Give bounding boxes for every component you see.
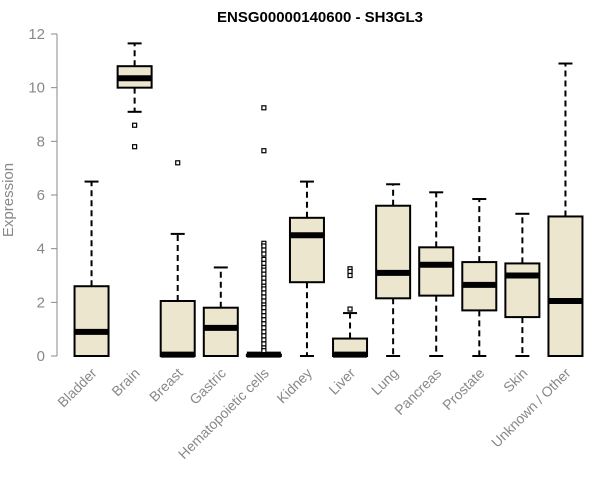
outlier-point <box>261 333 267 339</box>
outlier-point <box>261 348 267 354</box>
x-tick-label: Skin <box>500 365 531 396</box>
outlier-point <box>261 337 267 343</box>
y-tick-label: 12 <box>28 26 45 43</box>
outlier-point <box>261 298 267 304</box>
x-tick-label: Brain <box>108 365 142 399</box>
outlier-point <box>261 243 267 249</box>
y-axis: 0 2 4 6 8 10 12 <box>28 26 58 365</box>
box-brain <box>116 42 153 150</box>
iqr-box <box>159 299 196 358</box>
plot-area <box>73 42 584 358</box>
iqr-box <box>547 215 584 357</box>
outlier-point <box>347 306 353 312</box>
outlier-point <box>261 305 267 311</box>
iqr-box <box>375 204 412 300</box>
outlier-point <box>261 309 267 315</box>
box-liver <box>332 266 369 358</box>
y-tick-label: 10 <box>28 80 45 97</box>
box-breast <box>159 160 196 358</box>
x-tick-label: Pancreas <box>391 365 444 418</box>
outlier-point <box>261 275 267 281</box>
outlier-point <box>261 313 267 319</box>
outlier-point <box>261 256 267 262</box>
iqr-box <box>418 246 455 297</box>
box-hematopoietic-cells <box>245 105 282 358</box>
outlier-point <box>261 341 267 347</box>
outlier-point <box>261 260 267 267</box>
x-tick-label: Prostate <box>439 365 487 413</box>
outlier-point <box>261 247 267 253</box>
outlier-point <box>261 105 267 111</box>
y-tick-label: 0 <box>37 348 45 365</box>
box-bladder <box>73 180 110 358</box>
outlier-point <box>261 251 267 257</box>
box-skin <box>504 212 541 357</box>
outlier-point <box>132 144 138 150</box>
y-tick-label: 2 <box>37 294 45 311</box>
y-tick-label: 8 <box>37 133 45 150</box>
outlier-point <box>261 148 267 154</box>
outlier-point <box>261 290 267 296</box>
box-prostate <box>461 198 498 357</box>
x-tick-label: Gastric <box>186 365 229 408</box>
x-tick-label: Kidney <box>273 365 315 407</box>
box-unknown-other <box>547 62 584 357</box>
box-gastric <box>202 266 239 358</box>
iqr-box <box>202 306 239 358</box>
iqr-box <box>288 216 325 284</box>
outlier-point <box>132 122 138 128</box>
x-tick-label: Breast <box>146 365 186 405</box>
outlier-point <box>261 329 267 335</box>
chart-title: ENSG00000140600 - SH3GL3 <box>217 9 423 26</box>
outlier-point <box>261 279 267 285</box>
box-lung <box>375 183 412 357</box>
x-tick-label: Unknown / Other <box>488 365 574 451</box>
outlier-point <box>261 321 267 327</box>
box-pancreas <box>418 191 455 357</box>
outlier-point <box>261 267 267 273</box>
x-tick-label: Bladder <box>54 365 100 411</box>
outlier-point <box>261 317 267 323</box>
outlier-point <box>261 294 267 300</box>
iqr-box <box>504 262 541 319</box>
outlier-point <box>261 286 267 292</box>
box-kidney <box>288 180 325 357</box>
outlier-point <box>261 271 267 277</box>
y-tick-label: 6 <box>37 187 45 204</box>
outlier-point <box>347 272 353 279</box>
x-tick-label: Liver <box>325 365 358 398</box>
x-tick-label: Lung <box>368 365 401 398</box>
outlier-point <box>175 160 181 166</box>
y-tick-label: 4 <box>37 241 45 258</box>
iqr-box <box>73 285 110 358</box>
outlier-point <box>261 325 267 331</box>
y-axis-label: Expression <box>0 163 17 237</box>
outlier-point <box>347 268 353 275</box>
